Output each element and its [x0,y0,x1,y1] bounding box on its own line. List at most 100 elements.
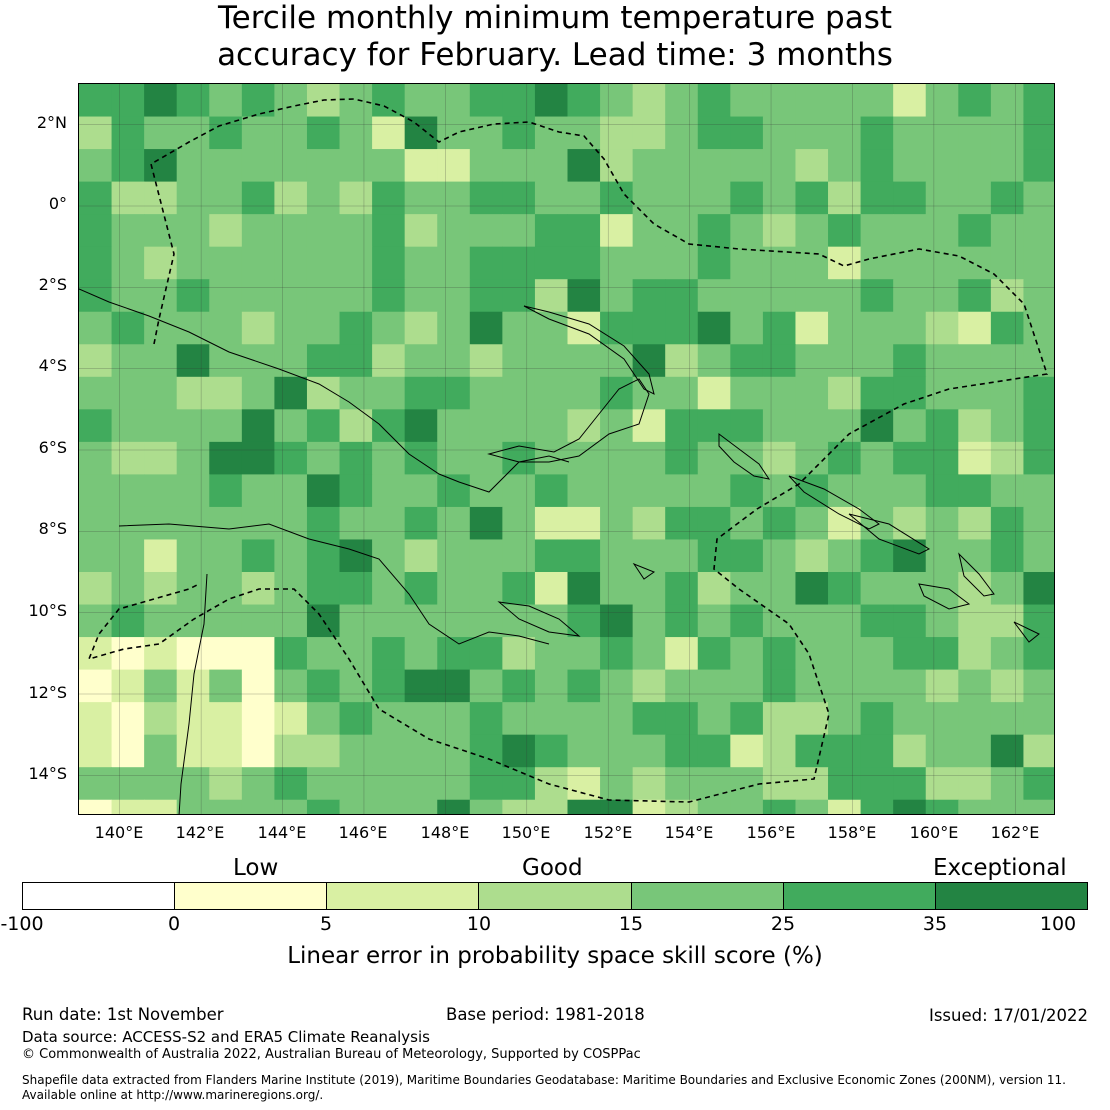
lon-label-152e: 152°E [583,823,633,842]
skill-cell [958,181,992,215]
skill-cell [665,474,699,508]
lat-label-6s: 6°S [38,438,67,457]
skill-cell [241,441,275,475]
colorbar-segment-neg100-0 [23,883,176,909]
skill-cell [665,637,699,671]
skill-cell [828,604,862,638]
skill-cell [828,669,862,703]
skill-cell [209,409,243,443]
skill-cell [632,637,666,671]
skill-cell [697,84,731,118]
skill-cell [1023,181,1054,215]
skill-cell [79,214,113,248]
skill-cell [828,441,862,475]
skill-cell [241,506,275,540]
skill-cell [925,246,959,280]
skill-cell [274,604,308,638]
skill-cell [925,799,959,814]
skill-cell [990,734,1024,768]
coastline-new-britain [487,378,650,463]
skill-cell [893,506,927,540]
skill-cell [469,637,503,671]
skill-cell [697,246,731,280]
skill-cell [306,767,341,801]
skill-cell [860,84,894,118]
skill-cell [730,376,764,410]
skill-cell [437,799,471,814]
skill-cell [339,474,373,508]
skill-cell [209,506,243,540]
skill-cell [632,344,666,378]
skill-cell [437,637,471,671]
skill-cell [567,539,601,573]
skill-cell [828,181,862,215]
skill-cell [925,474,959,508]
skill-cell [306,506,341,540]
lon-label-156e: 156°E [746,823,796,842]
skill-cell [665,409,699,443]
skill-cell [632,799,666,814]
skill-cell [958,604,992,638]
skill-cell [567,214,601,248]
skill-cell [795,767,829,801]
skill-cell [111,376,145,410]
skill-cell [632,214,666,248]
skill-cell [469,506,503,540]
skill-cell [502,279,536,313]
lon-label-144e: 144°E [257,823,307,842]
skill-cell [567,344,601,378]
skill-cell [176,734,210,768]
skill-cell [1023,279,1054,313]
skill-cell [79,181,113,215]
skill-cell [828,734,862,768]
skill-cell [567,799,601,814]
skill-cell [762,279,796,313]
coastline-new-guinea-north [79,288,570,493]
lat-label-0: 0° [48,194,67,213]
skill-cell [404,376,438,410]
skill-cell [404,246,438,280]
skill-cell [665,799,699,814]
skill-cell [1023,441,1054,475]
skill-cell [958,409,992,443]
skill-cell [795,376,829,410]
lat-label-10s: 10°S [28,601,67,620]
skill-cell [600,734,634,768]
skill-cell [828,506,862,540]
skill-cell [209,441,243,475]
skill-cell [144,669,178,703]
skill-cell [111,474,145,508]
skill-cell [111,441,145,475]
skill-cell [697,572,731,606]
skill-cell [730,409,764,443]
skill-cell [600,604,634,638]
skill-cell [534,376,568,410]
lat-label-4s: 4°S [38,356,67,375]
skill-cell [860,116,894,150]
skill-cell [697,474,731,508]
skill-cell [762,409,796,443]
skill-cell [144,474,178,508]
skill-cell [111,702,145,736]
skill-cell [632,246,666,280]
skill-cell [437,376,471,410]
skill-cell [730,311,764,345]
skill-cell [176,572,210,606]
skill-cell [274,669,308,703]
skill-cell [209,311,243,345]
skill-cell [306,279,341,313]
skill-cell [632,604,666,638]
skill-cell [339,409,373,443]
skill-cell [111,279,145,313]
skill-cell [339,311,373,345]
shapefile-credit-line-1: Shapefile data extracted from Flanders M… [22,1073,1066,1087]
skill-cell [241,181,275,215]
skill-cell [1023,637,1054,671]
skill-cell [437,344,471,378]
skill-cell [860,376,894,410]
skill-cell [567,734,601,768]
skill-cell [469,669,503,703]
skill-cell [1023,539,1054,573]
skill-cell [469,181,503,215]
skill-cell [469,344,503,378]
